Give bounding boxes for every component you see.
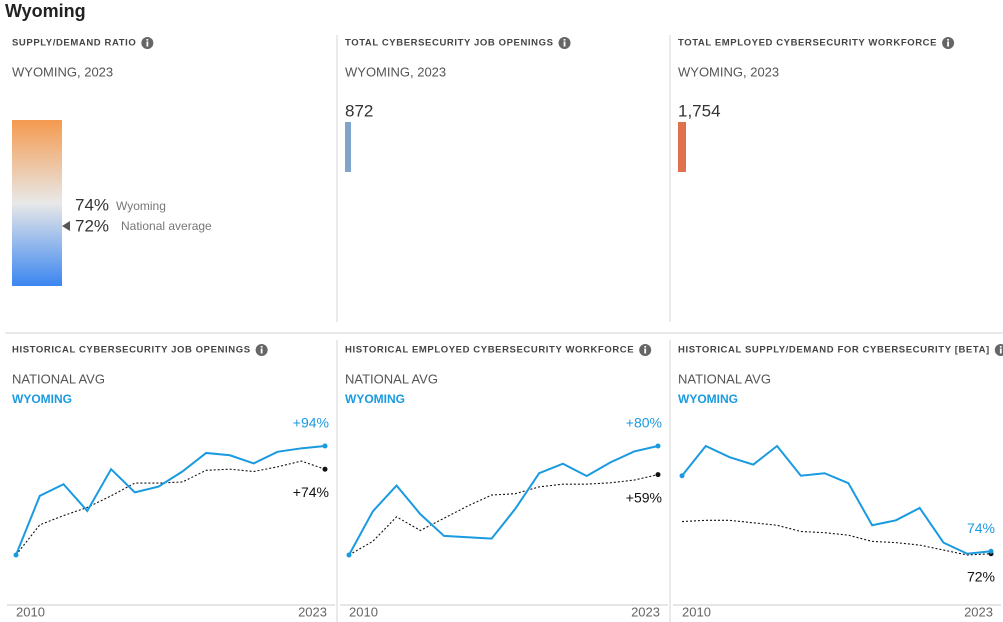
series-line [681, 519, 992, 556]
series-line [15, 460, 326, 556]
legend-entry: NATIONAL AVG [678, 371, 771, 386]
legend-entry: NATIONAL AVG [12, 371, 105, 386]
series-line [348, 445, 659, 556]
chart-title: HISTORICAL CYBERSECURITY JOB OPENINGS [12, 345, 251, 356]
start-dot [679, 473, 685, 479]
stat-value: 872 [345, 101, 373, 120]
ratio-label: National average [121, 219, 212, 233]
value-label: +59% [626, 489, 662, 505]
end-dot [655, 443, 661, 449]
value-label: +94% [293, 415, 329, 431]
info-icon-glyph [260, 346, 263, 348]
ratio-value: 72% [75, 216, 109, 235]
info-icon-glyph [644, 346, 647, 348]
info-icon [994, 344, 1003, 356]
x-tick-label: 2010 [682, 604, 711, 619]
info-icon-glyph [999, 346, 1002, 348]
panel-title: TOTAL CYBERSECURITY JOB OPENINGS [345, 38, 554, 49]
start-dot [13, 552, 19, 558]
series-line [348, 474, 659, 556]
start-dot [346, 552, 352, 558]
info-icon-glyph [260, 348, 263, 354]
national-marker [62, 221, 70, 231]
panel-subtitle: WYOMING, 2023 [345, 64, 446, 79]
info-icon-glyph [947, 39, 949, 41]
legend-entry: NATIONAL AVG [345, 371, 438, 386]
legend-entry: WYOMING [12, 392, 72, 406]
ratio-value: 74% [75, 195, 109, 214]
legend-entry: WYOMING [678, 392, 738, 406]
x-tick-label: 2010 [16, 604, 45, 619]
info-icon-glyph [947, 41, 949, 47]
info-icon-glyph [999, 348, 1002, 354]
end-dot [322, 443, 328, 449]
x-tick-label: 2023 [631, 604, 660, 619]
info-icon-glyph [146, 39, 149, 41]
x-tick-label: 2023 [964, 604, 993, 619]
value-label: 74% [967, 520, 995, 536]
stat-value: 1,754 [678, 101, 721, 120]
page-title: Wyoming [5, 1, 86, 21]
x-tick-label: 2023 [298, 604, 327, 619]
stat-bar [345, 122, 351, 172]
end-dot [655, 472, 661, 478]
end-dot [988, 548, 994, 554]
x-tick-label: 2010 [349, 604, 378, 619]
info-icon-glyph [563, 39, 566, 41]
info-icon-glyph [146, 41, 149, 47]
panel-title: TOTAL EMPLOYED CYBERSECURITY WORKFORCE [678, 38, 937, 49]
panel-subtitle: WYOMING, 2023 [678, 64, 779, 79]
ratio-gradient [12, 120, 62, 286]
panel-title: SUPPLY/DEMAND RATIO [12, 38, 136, 49]
chart-title: HISTORICAL SUPPLY/DEMAND FOR CYBERSECURI… [678, 345, 990, 356]
series-line [15, 445, 326, 556]
panel-subtitle: WYOMING, 2023 [12, 64, 113, 79]
legend-entry: WYOMING [345, 392, 405, 406]
value-label: +80% [626, 415, 662, 431]
stat-bar [678, 122, 686, 172]
ratio-label: Wyoming [116, 199, 166, 213]
end-dot [322, 466, 328, 472]
chart-title: HISTORICAL EMPLOYED CYBERSECURITY WORKFO… [345, 345, 634, 356]
info-icon-glyph [563, 41, 566, 47]
info-icon-glyph [644, 348, 647, 354]
value-label: 72% [967, 568, 995, 584]
value-label: +74% [293, 484, 329, 500]
series-line [681, 444, 992, 555]
